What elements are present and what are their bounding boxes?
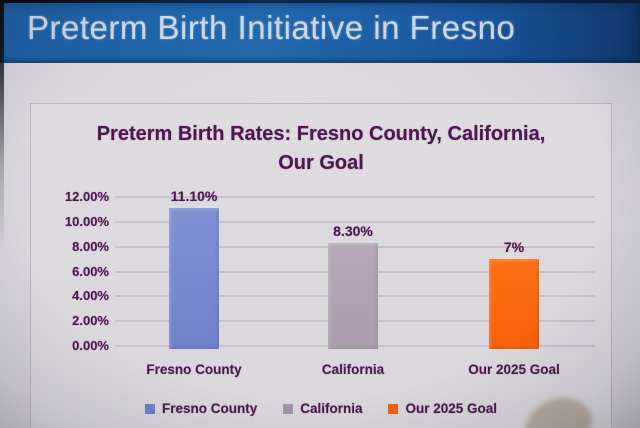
bar-california [328,242,378,349]
x-axis-label-our-2025-goal: Our 2025 Goal [468,362,560,377]
bar-value-label-fresno-county: 11.10% [170,188,218,205]
y-axis-tick-label: 12.00% [64,189,109,204]
gridline-10 [115,220,595,223]
legend-label-fresno-county: Fresno County [161,401,258,416]
bar-chart-plot-area: 12.00% 10.00% 8.00% 6.00% 4.00% 2.00% 0.00% 11.… [31,104,611,428]
x-axis-label-fresno-county: Fresno County [146,362,242,377]
chart-panel: Preterm Birth Rates: Fresno County, Cali… [30,103,612,428]
legend-item-our-2025-goal: Our 2025 Goal [388,401,497,416]
legend-item-california: California [283,401,362,416]
legend-label-california: California [300,401,363,416]
chart-title: Preterm Birth Rates: Fresno County, Cali… [96,123,546,174]
legend-label-our-2025-goal: Our 2025 Goal [405,401,498,416]
y-axis-tick-label: 0.00% [72,338,109,353]
legend-item-fresno-county: Fresno County [144,401,258,416]
y-axis-tick-label: 10.00% [64,213,109,229]
bar-fresno-county [169,208,219,349]
chart-legend: Fresno County California Our 2025 Goal [31,401,611,416]
bar-our-2025-goal [489,259,539,349]
legend-swatch-california [283,403,294,414]
slide-header-banner: Preterm Birth Initiative in Fresno [0,0,640,63]
y-axis-tick-label: 4.00% [72,288,109,304]
photo-edge-top [0,0,640,3]
x-axis-label-california: California [321,362,385,377]
gridline-12 [115,196,595,198]
slide-header-title: Preterm Birth Initiative in Fresno [27,9,516,46]
y-axis-tick-label: 8.00% [72,238,109,254]
legend-swatch-our-2025-goal [388,403,399,414]
y-axis-tick-label: 6.00% [72,263,109,279]
y-axis-tick-label: 2.00% [72,313,109,329]
bar-value-label-our-2025-goal: 7% [503,239,525,256]
legend-swatch-fresno-county [144,403,155,414]
bar-value-label-california: 8.30% [333,222,373,239]
photo-edge-left [0,0,4,250]
